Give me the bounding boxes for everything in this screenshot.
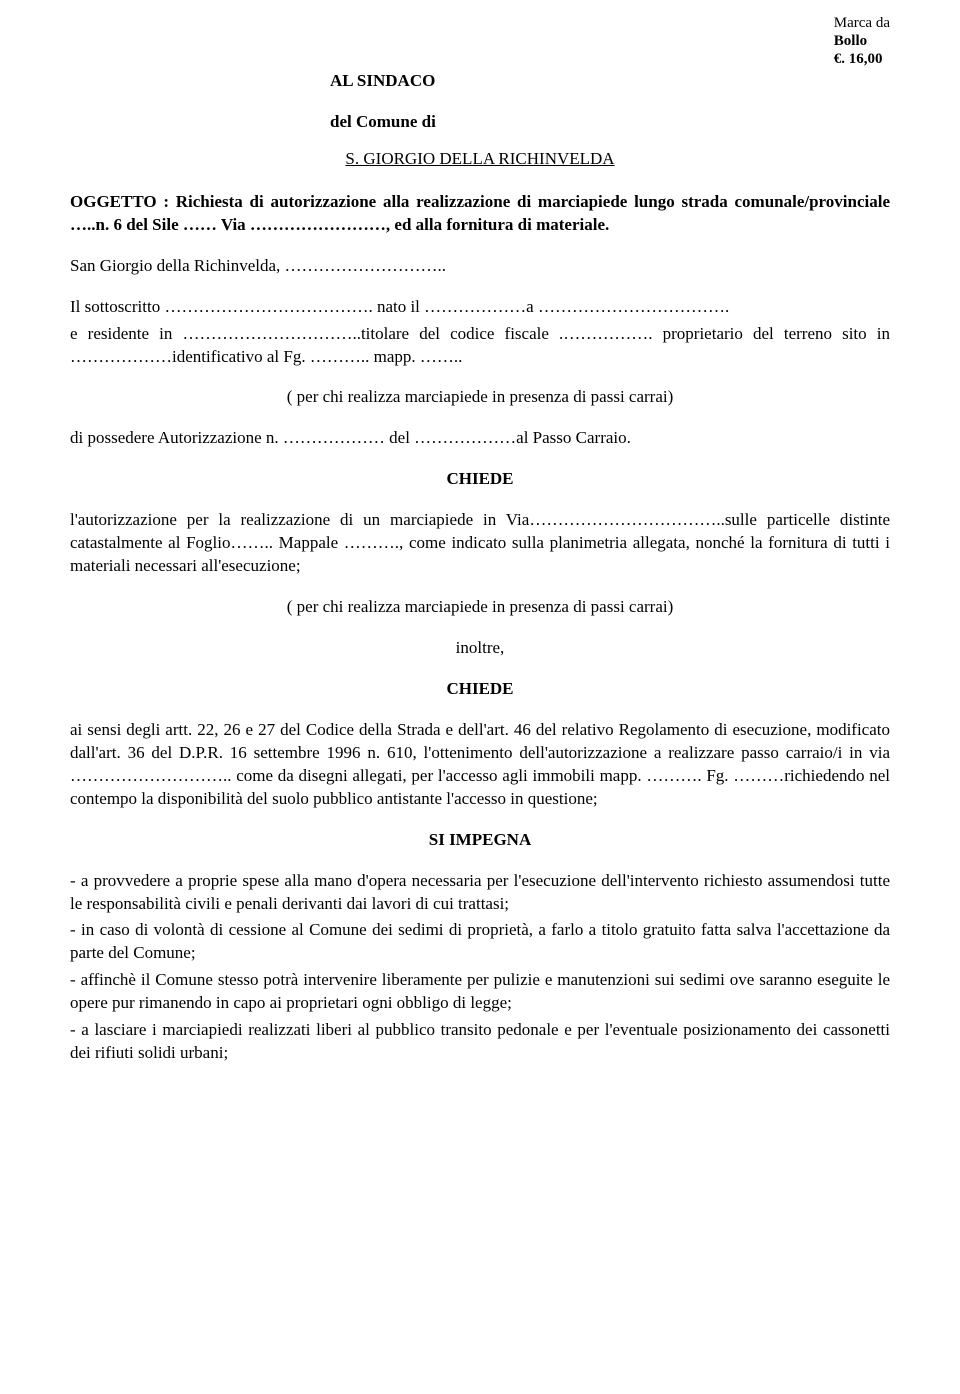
addressee-of: del Comune di	[330, 111, 890, 134]
chiede-text-1: l'autorizzazione per la realizzazione di…	[70, 509, 890, 578]
place-date: San Giorgio della Richinvelda, …………………………	[70, 255, 890, 278]
declarant-line2: e residente in …………………………..titolare del …	[70, 323, 890, 369]
oggetto-text: Richiesta di autorizzazione alla realizz…	[70, 192, 890, 234]
stamp-line2: Bollo	[834, 32, 890, 50]
addressee-to: AL SINDACO	[330, 70, 890, 93]
oggetto-label: OGGETTO :	[70, 192, 169, 211]
impegna-item-2: - affinchè il Comune stesso potrà interv…	[70, 969, 890, 1015]
addressee-entity: S. GIORGIO DELLA RICHINVELDA	[70, 148, 890, 171]
stamp-line3: €. 16,00	[834, 50, 890, 68]
autorizzazione-precedente: di possedere Autorizzazione n. ……………… de…	[70, 427, 890, 450]
addressee-block: AL SINDACO del Comune di	[330, 70, 890, 134]
passi-carrai-note-1: ( per chi realizza marciapiede in presen…	[70, 386, 890, 409]
passi-carrai-note-2: ( per chi realizza marciapiede in presen…	[70, 596, 890, 619]
inoltre-label: inoltre,	[70, 637, 890, 660]
si-impegna-heading: SI IMPEGNA	[70, 829, 890, 852]
stamp-line1: Marca da	[834, 14, 890, 32]
chiede-heading-2: CHIEDE	[70, 678, 890, 701]
impegna-item-1: - in caso di volontà di cessione al Comu…	[70, 919, 890, 965]
document-page: Marca da Bollo €. 16,00 AL SINDACO del C…	[0, 0, 960, 1394]
chiede-text-2: ai sensi degli artt. 22, 26 e 27 del Cod…	[70, 719, 890, 811]
declarant-line1: Il sottoscritto ………………………………. nato il ………	[70, 296, 890, 319]
revenue-stamp-note: Marca da Bollo €. 16,00	[834, 14, 890, 68]
oggetto-paragraph: OGGETTO : Richiesta di autorizzazione al…	[70, 191, 890, 237]
impegna-item-3: - a lasciare i marciapiedi realizzati li…	[70, 1019, 890, 1065]
impegna-item-0: - a provvedere a proprie spese alla mano…	[70, 870, 890, 916]
chiede-heading-1: CHIEDE	[70, 468, 890, 491]
